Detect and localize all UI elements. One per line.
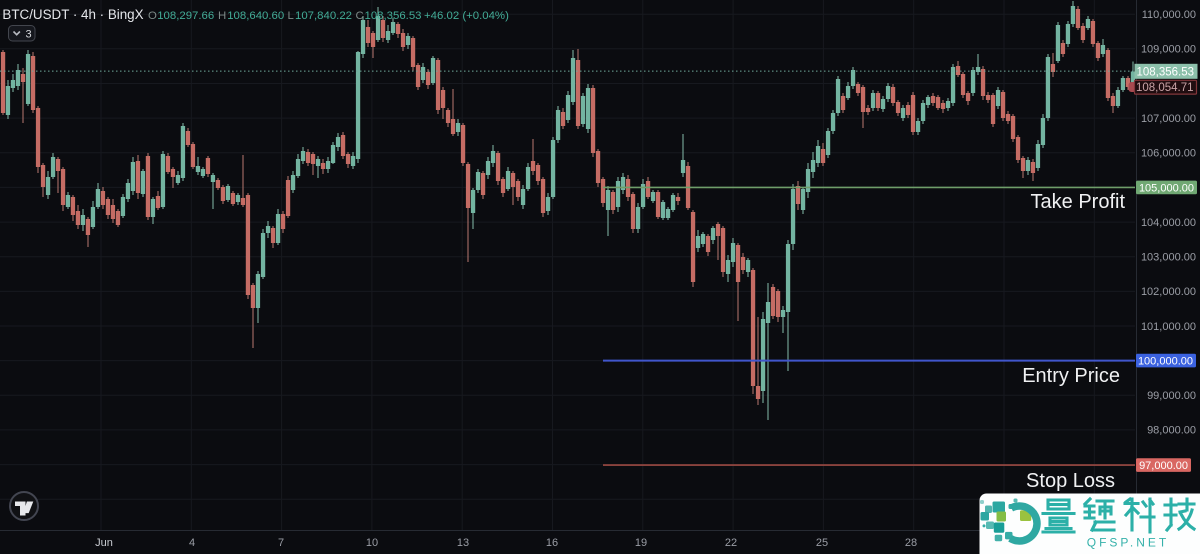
- svg-text:BTC/USDT · 4h · BingX: BTC/USDT · 4h · BingX: [2, 7, 143, 22]
- svg-text:O: O: [148, 10, 157, 22]
- svg-text:28: 28: [905, 537, 917, 549]
- svg-text:105,000.00: 105,000.00: [1139, 182, 1194, 194]
- svg-text:102,000.00: 102,000.00: [1141, 286, 1196, 298]
- svg-text:13: 13: [457, 537, 469, 549]
- svg-text:109,000.00: 109,000.00: [1141, 44, 1196, 56]
- svg-text:4: 4: [189, 537, 195, 549]
- svg-text:7: 7: [278, 537, 284, 549]
- svg-text:108,356.53: 108,356.53: [1136, 66, 1194, 78]
- svg-text:107,840.22: 107,840.22: [295, 10, 352, 22]
- svg-text:Jun: Jun: [95, 537, 113, 549]
- svg-text:104,000.00: 104,000.00: [1141, 217, 1196, 229]
- svg-text:16: 16: [546, 537, 558, 549]
- svg-text:L: L: [288, 10, 294, 22]
- svg-text:+46.02 (+0.04%): +46.02 (+0.04%): [424, 10, 509, 22]
- svg-text:C: C: [356, 10, 364, 22]
- svg-text:10: 10: [366, 537, 378, 549]
- svg-text:Stop Loss: Stop Loss: [1026, 470, 1115, 492]
- svg-text:98,000.00: 98,000.00: [1147, 425, 1196, 437]
- svg-text:108,297.66: 108,297.66: [157, 10, 214, 22]
- svg-text:3: 3: [26, 29, 32, 41]
- svg-text:108,054.71: 108,054.71: [1136, 82, 1194, 94]
- svg-text:22: 22: [725, 537, 737, 549]
- svg-text:101,000.00: 101,000.00: [1141, 321, 1196, 333]
- svg-text:25: 25: [816, 537, 828, 549]
- svg-text:99,000.00: 99,000.00: [1147, 390, 1196, 402]
- svg-text:97,000.00: 97,000.00: [1139, 460, 1188, 472]
- svg-text:106,000.00: 106,000.00: [1141, 148, 1196, 160]
- svg-text:103,000.00: 103,000.00: [1141, 252, 1196, 264]
- svg-text:110,000.00: 110,000.00: [1142, 9, 1196, 21]
- svg-text:H: H: [218, 10, 226, 22]
- svg-text:100,000.00: 100,000.00: [1138, 356, 1193, 368]
- svg-text:QFSP.NET: QFSP.NET: [1087, 536, 1169, 550]
- svg-text:108,356.53: 108,356.53: [365, 10, 422, 22]
- svg-text:19: 19: [635, 537, 647, 549]
- svg-text:Take Profit: Take Profit: [1031, 191, 1126, 213]
- svg-text:Entry Price: Entry Price: [1022, 365, 1120, 387]
- svg-text:107,000.00: 107,000.00: [1141, 113, 1196, 125]
- svg-text:108,640.60: 108,640.60: [227, 10, 284, 22]
